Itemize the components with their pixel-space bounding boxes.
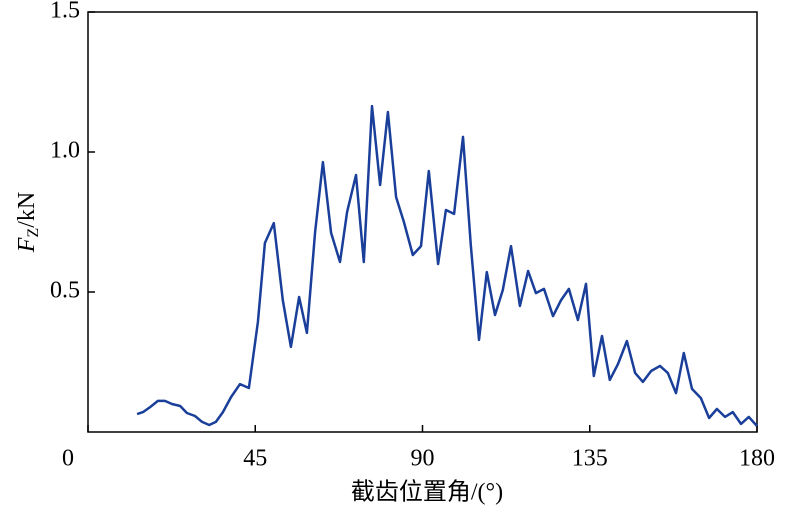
y-axis-label: FZ/kN [14,192,42,253]
y-label-symbol: F [14,237,40,253]
y-tick-label: 0.5 [50,278,80,304]
y-tick-label: 1.5 [50,0,80,24]
y-label-subscript: Z [25,228,42,238]
x-axis-label: 截齿位置角/(°) [351,479,503,506]
x-tick-label: 135 [572,446,608,472]
x-tick-label: 45 [243,446,267,472]
x-tick-label: 0 [62,446,74,472]
y-label-unit: /kN [14,192,40,228]
y-tick-label: 1.0 [50,138,80,164]
x-tick-label: 180 [739,446,775,472]
data-line [136,104,758,427]
x-tick-label: 90 [411,446,435,472]
